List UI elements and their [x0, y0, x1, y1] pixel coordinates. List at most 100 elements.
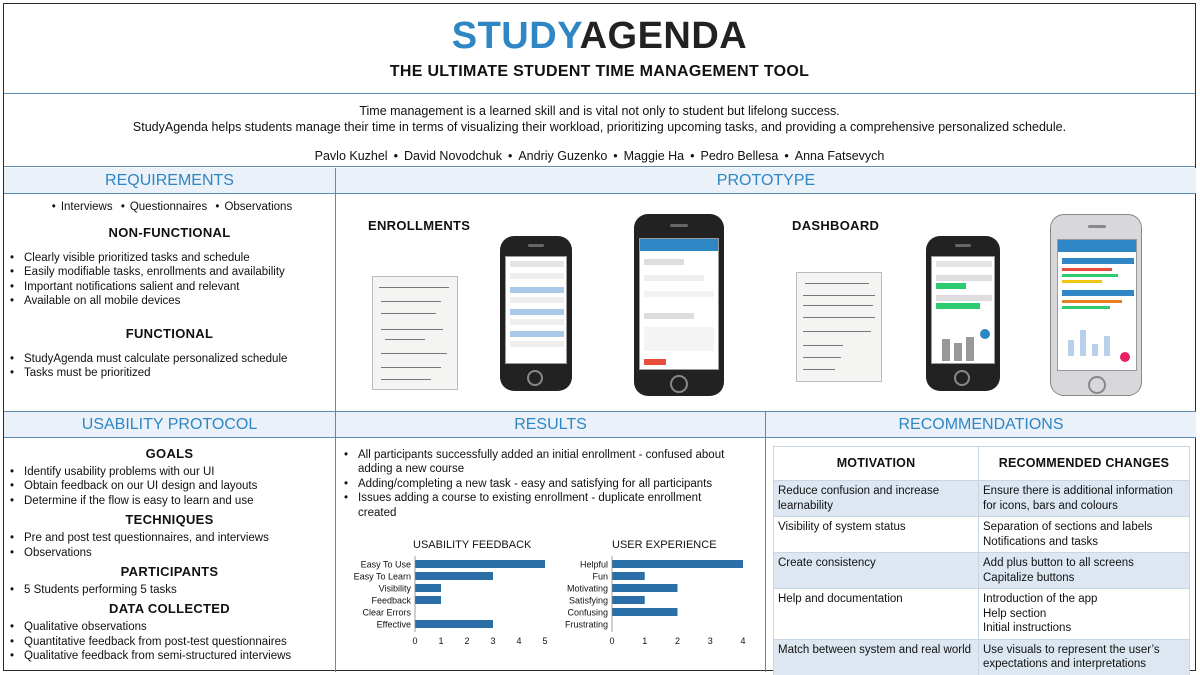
bullet-separator: •	[784, 149, 789, 163]
tick-label: 3	[708, 636, 713, 646]
table-row: Reduce confusion and increase learnabili…	[773, 480, 1190, 517]
dashboard-phone-mockup	[926, 236, 1000, 391]
bullet-separator: •	[690, 149, 695, 163]
bar	[415, 596, 441, 604]
method-item: Questionnaires	[129, 201, 208, 213]
changes-cell: Introduction of the app Help section Initi…	[978, 588, 1190, 640]
tick-label: 0	[412, 636, 417, 646]
list-item: Qualitative feedback from semi-structure…	[10, 649, 335, 664]
motivation-cell: Create consistency	[773, 552, 979, 589]
list-item: Observations	[10, 546, 335, 561]
list-item: Quantitative feedback from post-test que…	[10, 635, 335, 650]
recommendations-table: MOTIVATION RECOMMENDED CHANGES Reduce co…	[773, 446, 1190, 675]
goals-heading: GOALS	[145, 446, 194, 461]
prototype-title: PROTOTYPE	[336, 168, 1196, 194]
bullet-separator: •	[393, 149, 398, 163]
tick-label: 2	[675, 636, 680, 646]
author: Maggie Ha	[623, 149, 685, 163]
category-label: Clear Errors	[362, 608, 411, 618]
list-item: Obtain feedback on our UI design and lay…	[10, 479, 335, 494]
bullet: •	[120, 201, 125, 213]
change-line: Initial instructions	[983, 622, 1072, 634]
list-item: Available on all mobile devices	[10, 294, 335, 309]
techniques-list: Pre and post test questionnaires, and in…	[4, 531, 335, 560]
list-item: Pre and post test questionnaires, and in…	[10, 531, 335, 546]
intro-line-1: Time management is a learned skill and i…	[359, 104, 840, 118]
tick-label: 1	[642, 636, 647, 646]
enrollments-phone-mockup	[500, 236, 572, 391]
logo: STUDYAGENDA	[4, 16, 1195, 56]
participants-list: 5 Students performing 5 tasks	[4, 583, 335, 598]
bar	[612, 584, 678, 592]
bullet: •	[215, 201, 220, 213]
change-line: Use visuals to represent the user’s expe…	[983, 643, 1160, 671]
techniques-heading: TECHNIQUES	[125, 512, 214, 528]
functional-list: StudyAgenda must calculate personalized …	[4, 352, 335, 381]
enrollments-sketch-image	[372, 276, 458, 390]
motivation-cell: Visibility of system status	[773, 516, 979, 553]
category-label: Fun	[592, 572, 608, 582]
data-collected-list: Qualitative observations Quantitative fe…	[4, 620, 335, 664]
author: Pedro Bellesa	[700, 149, 779, 163]
author: Anna Fatsevych	[794, 149, 885, 163]
dashboard-sketch-image	[796, 272, 882, 382]
dashboard-hifi-phone	[1050, 214, 1142, 396]
requirements-methods: • Interviews • Questionnaires • Observation…	[4, 201, 335, 213]
chart-title: USABILITY FEEDBACK	[413, 539, 532, 551]
motivation-cell: Reduce confusion and increase learnabili…	[773, 480, 979, 517]
data-collected-heading: DATA COLLECTED	[109, 601, 230, 617]
change-line: Separation of sections and labels	[983, 521, 1153, 533]
functional-heading: FUNCTIONAL	[125, 325, 214, 341]
requirements-panel: REQUIREMENTS • Interviews • Questionnaires…	[4, 168, 336, 412]
category-label: Visibility	[379, 584, 412, 594]
bar	[415, 572, 493, 580]
author: Andriy Guzenko	[518, 149, 608, 163]
change-line: Ensure there is additional information f…	[983, 485, 1173, 512]
change-line: Add plus button to all screens	[983, 557, 1134, 569]
changes-cell: Use visuals to represent the user’s expe…	[978, 638, 1190, 675]
logo-part-agenda: AGENDA	[579, 15, 748, 57]
changes-cell: Add plus button to all screens Capitalize…	[978, 552, 1190, 589]
column-header-motivation: MOTIVATION	[773, 446, 979, 481]
author: David Novodchuk	[403, 149, 502, 163]
requirements-title: REQUIREMENTS	[4, 168, 335, 194]
changes-cell: Separation of sections and labels Notific…	[978, 516, 1190, 553]
intro: Time management is a learned skill and i…	[4, 95, 1195, 167]
list-item: Important notifications salient and rele…	[10, 280, 335, 295]
category-label: Feedback	[371, 596, 411, 606]
results-panel: RESULTS All participants successfully ad…	[336, 412, 766, 672]
category-label: Effective	[377, 620, 411, 630]
list-item: Issues adding a course to existing enrol…	[344, 491, 736, 520]
list-item: Identify usability problems with our UI	[10, 465, 335, 480]
tick-label: 4	[740, 636, 745, 646]
table-row: Match between system and real world Use …	[773, 638, 1190, 675]
category-label: Helpful	[580, 560, 608, 570]
logo-part-study: STUDY	[451, 15, 580, 57]
recommendations-title: RECOMMENDATIONS	[766, 412, 1196, 438]
header: STUDYAGENDA THE ULTIMATE STUDENT TIME MA…	[4, 4, 1195, 94]
list-item: Clearly visible prioritized tasks and sc…	[10, 251, 335, 266]
list-item: Qualitative observations	[10, 620, 335, 635]
nonfunctional-list: Clearly visible prioritized tasks and sc…	[4, 251, 335, 309]
enrollments-hifi-phone	[634, 214, 724, 396]
author: Pavlo Kuzhel	[314, 149, 388, 163]
table-row: Help and documentation Introduction of t…	[773, 588, 1190, 640]
list-item: 5 Students performing 5 tasks	[10, 583, 335, 598]
tagline: THE ULTIMATE STUDENT TIME MANAGEMENT TOO…	[389, 63, 810, 80]
category-label: Frustrating	[565, 620, 608, 630]
bar	[612, 596, 645, 604]
usability-panel: USABILITY PROTOCOL GOALS Identify usabil…	[4, 412, 336, 672]
table-row: Visibility of system status Separation o…	[773, 516, 1190, 553]
usability-title: USABILITY PROTOCOL	[4, 412, 335, 438]
tick-label: 4	[516, 636, 521, 646]
tick-label: 3	[490, 636, 495, 646]
change-line: Capitalize buttons	[983, 571, 1075, 584]
tick-label: 2	[464, 636, 469, 646]
changes-cell: Ensure there is additional information f…	[978, 480, 1190, 517]
category-label: Easy To Use	[361, 560, 411, 570]
list-item: Determine if the flow is easy to learn a…	[10, 494, 335, 509]
recommendations-panel: RECOMMENDATIONS MOTIVATION RECOMMENDED C…	[766, 412, 1196, 675]
results-title: RESULTS	[336, 412, 765, 438]
tick-label: 5	[542, 636, 547, 646]
